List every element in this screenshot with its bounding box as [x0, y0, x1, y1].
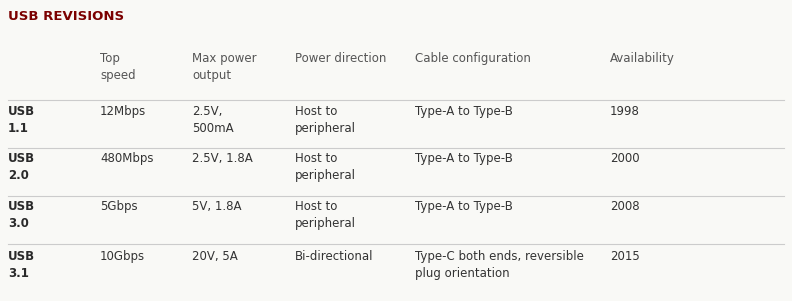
Text: 2008: 2008 — [610, 200, 640, 213]
Text: Bi-directional: Bi-directional — [295, 250, 374, 263]
Text: 20V, 5A: 20V, 5A — [192, 250, 238, 263]
Text: Host to
peripheral: Host to peripheral — [295, 105, 356, 135]
Text: Max power
output: Max power output — [192, 52, 257, 82]
Text: Availability: Availability — [610, 52, 675, 65]
Text: Type-A to Type-B: Type-A to Type-B — [415, 105, 513, 118]
Text: USB
3.0: USB 3.0 — [8, 200, 35, 230]
Text: Power direction: Power direction — [295, 52, 386, 65]
Text: Type-A to Type-B: Type-A to Type-B — [415, 152, 513, 165]
Text: 480Mbps: 480Mbps — [100, 152, 154, 165]
Text: Host to
peripheral: Host to peripheral — [295, 200, 356, 230]
Text: 2000: 2000 — [610, 152, 640, 165]
Text: 2015: 2015 — [610, 250, 640, 263]
Text: 2.5V,
500mA: 2.5V, 500mA — [192, 105, 234, 135]
Text: 10Gbps: 10Gbps — [100, 250, 145, 263]
Text: 5V, 1.8A: 5V, 1.8A — [192, 200, 242, 213]
Text: Type-C both ends, reversible
plug orientation: Type-C both ends, reversible plug orient… — [415, 250, 584, 280]
Text: 5Gbps: 5Gbps — [100, 200, 138, 213]
Text: 2.5V, 1.8A: 2.5V, 1.8A — [192, 152, 253, 165]
Text: Top
speed: Top speed — [100, 52, 135, 82]
Text: 12Mbps: 12Mbps — [100, 105, 147, 118]
Text: Host to
peripheral: Host to peripheral — [295, 152, 356, 182]
Text: USB
1.1: USB 1.1 — [8, 105, 35, 135]
Text: USB REVISIONS: USB REVISIONS — [8, 10, 124, 23]
Text: USB
2.0: USB 2.0 — [8, 152, 35, 182]
Text: Cable configuration: Cable configuration — [415, 52, 531, 65]
Text: 1998: 1998 — [610, 105, 640, 118]
Text: Type-A to Type-B: Type-A to Type-B — [415, 200, 513, 213]
Text: USB
3.1: USB 3.1 — [8, 250, 35, 280]
